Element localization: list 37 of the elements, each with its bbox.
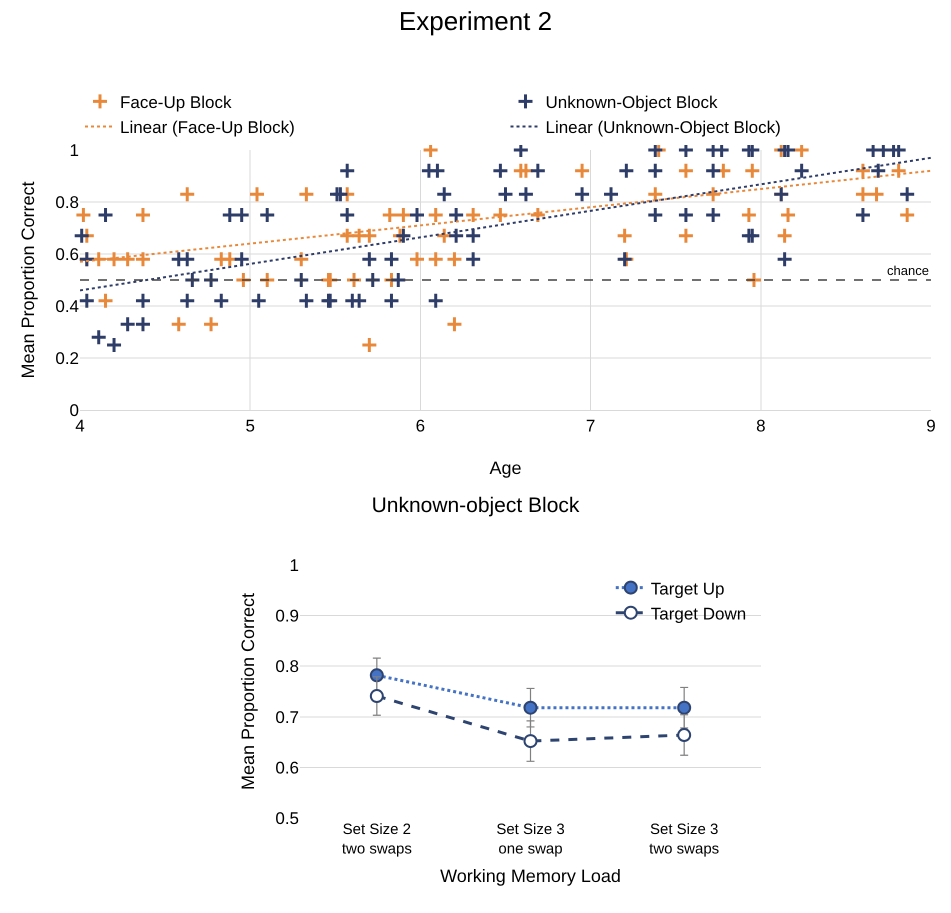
- legend-label: Target Up: [650, 579, 724, 598]
- x-tick-label: Set Size 2 two swaps: [342, 821, 412, 858]
- ref-line-label: chance: [887, 263, 929, 278]
- x-tick-label: Set Size 3 one swap: [496, 821, 565, 858]
- point: [370, 689, 384, 704]
- y-axis-title: Mean Proportion Correct: [18, 181, 38, 379]
- x-tick-label: 8: [756, 416, 766, 436]
- chart-title: Unknown-object Block: [372, 494, 580, 518]
- x-tick-label: 7: [586, 416, 596, 436]
- legend-label: Linear (Face-Up Block): [120, 118, 295, 138]
- y-tick-label: 0.2: [55, 348, 79, 368]
- legend-label: Target Down: [650, 604, 746, 624]
- point: [524, 734, 538, 748]
- y-axis-title: Mean Proportion Correct: [238, 592, 258, 790]
- y-tick-label: 0.8: [275, 657, 299, 676]
- y-tick-label: 0.5: [275, 808, 299, 828]
- y-tick-label: 0.6: [55, 244, 79, 264]
- legend-label: Unknown-Object Block: [546, 92, 718, 112]
- legend-label: Linear (Unknown-Object Block): [546, 118, 781, 138]
- point: [677, 728, 692, 742]
- x-axis-title: Age: [489, 458, 522, 478]
- x-tick-label: 9: [926, 416, 936, 436]
- y-tick-label: 0.7: [275, 708, 299, 727]
- y-tick-label: 0.8: [55, 192, 79, 212]
- y-tick-label: 0.4: [55, 296, 79, 316]
- y-tick-label: 1: [290, 556, 299, 575]
- x-tick-label: 5: [245, 416, 255, 436]
- x-tick-label: 6: [416, 416, 426, 436]
- y-tick-label: 1: [70, 140, 79, 160]
- point: [677, 700, 692, 715]
- point: [524, 700, 538, 715]
- chart-title: Experiment 2: [398, 6, 552, 36]
- x-axis-title: Working Memory Load: [440, 866, 621, 886]
- x-tick-label: Set Size 3 two swaps: [649, 821, 720, 858]
- y-tick-label: 0.6: [275, 758, 299, 778]
- legend-label: Face-Up Block: [120, 92, 232, 112]
- y-tick-label: 0.9: [275, 606, 299, 626]
